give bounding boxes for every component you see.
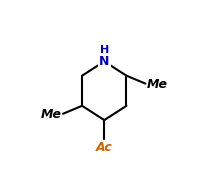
Text: N: N [99,55,109,68]
Text: H: H [99,44,108,55]
Text: Me: Me [40,108,61,121]
Text: Me: Me [146,78,167,91]
Text: Ac: Ac [95,141,112,154]
